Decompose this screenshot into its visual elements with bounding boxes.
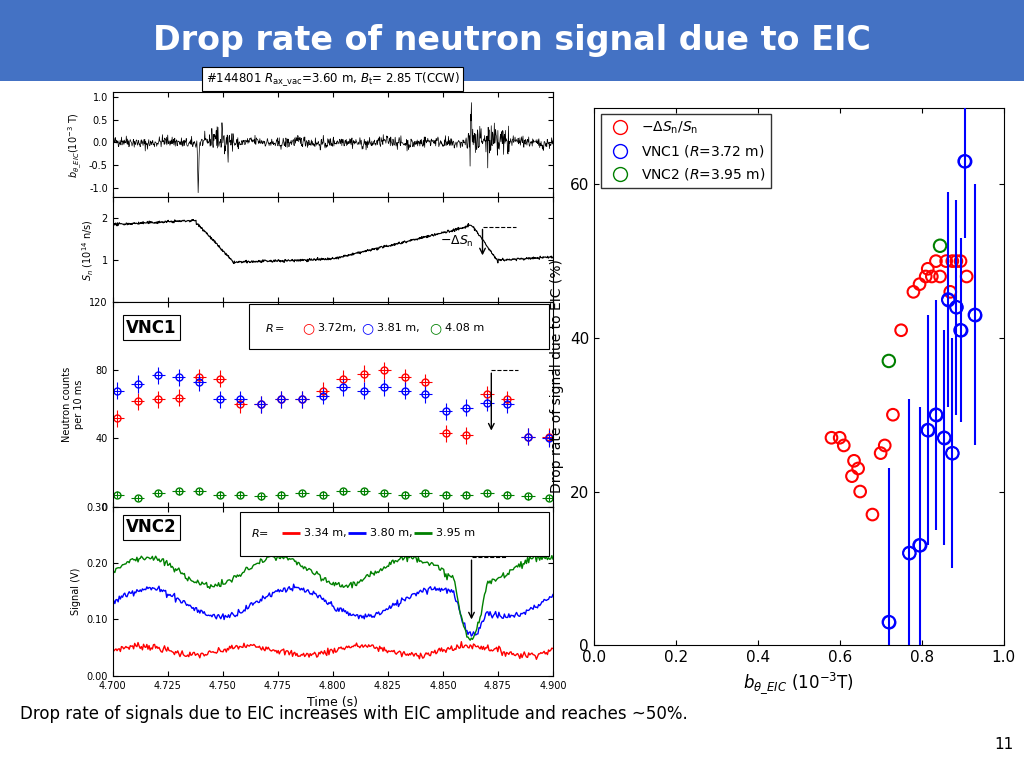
Text: $R=$: $R=$ [264, 322, 285, 334]
Point [872, 447, 889, 459]
Legend: $-\Delta S_\mathrm{n}/S_\mathrm{n}$, VNC1 ($R$=3.72 m), VNC2 ($R$=3.95 m): $-\Delta S_\mathrm{n}/S_\mathrm{n}$, VNC… [601, 114, 771, 188]
Point [905, 286, 922, 298]
Point [928, 255, 944, 267]
Text: $R$=: $R$= [251, 527, 269, 539]
Point [940, 293, 956, 306]
Text: ○: ○ [302, 321, 314, 335]
Y-axis label: Drop rate of signal due to EIC (%): Drop rate of signal due to EIC (%) [550, 260, 564, 493]
Point [944, 447, 961, 459]
Text: 3.80 m,: 3.80 m, [371, 528, 413, 538]
Text: ○: ○ [430, 321, 441, 335]
Point [932, 240, 948, 252]
Text: 3.81 m,: 3.81 m, [377, 323, 420, 333]
Point [942, 286, 958, 298]
Point [911, 539, 928, 551]
Point [967, 309, 983, 321]
Point [881, 355, 897, 367]
Point [952, 255, 969, 267]
Point [846, 455, 862, 467]
Point [901, 547, 918, 559]
Point [823, 432, 840, 444]
Point [948, 301, 965, 313]
Point [958, 270, 975, 283]
Point [864, 508, 881, 521]
Point [952, 324, 969, 336]
Text: 3.95 m: 3.95 m [436, 528, 475, 538]
Point [936, 432, 952, 444]
Point [918, 270, 934, 283]
Text: $-\Delta S_\mathrm{n}$: $-\Delta S_\mathrm{n}$ [440, 233, 474, 249]
Y-axis label: Neutron counts
per 10 ms: Neutron counts per 10 ms [62, 367, 84, 442]
Point [881, 616, 897, 628]
Text: Drop rate of signals due to EIC increases with EIC amplitude and reaches ~50%.: Drop rate of signals due to EIC increase… [20, 705, 688, 723]
Point [948, 255, 965, 267]
Point [920, 263, 936, 275]
Text: 3.34 m,: 3.34 m, [304, 528, 347, 538]
X-axis label: Time (s): Time (s) [307, 697, 358, 710]
Point [932, 270, 948, 283]
Point [911, 278, 928, 290]
FancyBboxPatch shape [249, 304, 549, 349]
X-axis label: $b_{\theta\_EIC}\ (10^{-3}\mathrm{T})$: $b_{\theta\_EIC}\ (10^{-3}\mathrm{T})$ [743, 670, 854, 696]
Point [850, 462, 866, 475]
Point [852, 485, 868, 498]
Point [893, 324, 909, 336]
Point [956, 155, 973, 167]
Y-axis label: $b_{\theta\_EIC}(10^{-3}\ \mathrm{T})$: $b_{\theta\_EIC}(10^{-3}\ \mathrm{T})$ [67, 112, 83, 177]
Point [844, 470, 860, 482]
Point [944, 255, 961, 267]
Point [920, 424, 936, 436]
Text: #144801 $R_\mathrm{ax\_vac}$=3.60 m, $B_\mathrm{t}$= 2.85 T(CCW): #144801 $R_\mathrm{ax\_vac}$=3.60 m, $B_… [206, 70, 460, 88]
Point [831, 432, 848, 444]
Text: VNC2: VNC2 [126, 518, 176, 536]
Y-axis label: Signal (V): Signal (V) [71, 568, 81, 615]
Point [877, 439, 893, 452]
Text: 4.08 m: 4.08 m [445, 323, 484, 333]
Text: 11: 11 [994, 737, 1014, 753]
Point [924, 270, 940, 283]
Text: VNC1: VNC1 [126, 319, 176, 336]
Point [836, 439, 852, 452]
FancyBboxPatch shape [241, 511, 549, 556]
Text: 3.72m,: 3.72m, [317, 323, 356, 333]
Y-axis label: $S_n\ (10^{14}\ \mathrm{n/s})$: $S_n\ (10^{14}\ \mathrm{n/s})$ [81, 219, 96, 281]
Point [885, 409, 901, 421]
Text: ○: ○ [361, 321, 374, 335]
Text: Drop rate of neutron signal due to EIC: Drop rate of neutron signal due to EIC [153, 24, 871, 57]
Point [928, 409, 944, 421]
Point [938, 255, 954, 267]
